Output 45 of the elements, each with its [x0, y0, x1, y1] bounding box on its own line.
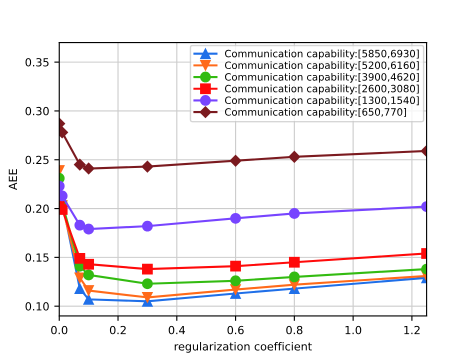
legend-label: Communication capability:[1300,1540]	[225, 96, 419, 106]
y-tick-label: 0.20	[26, 204, 49, 213]
legend-label: Communication capability:[650,770]	[225, 108, 406, 118]
legend-label: Communication capability:[5200,6160]	[225, 61, 419, 71]
point	[288, 150, 300, 163]
point	[141, 160, 154, 173]
point	[83, 224, 94, 234]
point	[288, 208, 300, 219]
y-tick-label: 0.25	[26, 156, 49, 164]
point	[74, 283, 86, 294]
x-tick-label: 0.0	[51, 326, 68, 334]
point	[142, 292, 153, 303]
x-tick-label: 1.2	[404, 326, 420, 334]
point	[74, 220, 86, 231]
legend-label: Communication capability:[2600,3080]	[225, 84, 419, 94]
legend-label: Communication capability:[5850,6930]	[225, 50, 419, 60]
point	[142, 220, 153, 232]
point	[288, 256, 300, 268]
point	[74, 158, 86, 171]
x-tick-label: 0.6	[227, 326, 244, 334]
point	[74, 272, 86, 284]
x-tick-label: 1.0	[346, 326, 362, 334]
point	[74, 252, 86, 264]
point	[142, 264, 153, 274]
x-axis-title: regularization coefficient	[174, 342, 312, 353]
point	[83, 270, 94, 280]
y-tick-label: 0.35	[26, 58, 49, 67]
y-tick-label: 0.10	[26, 302, 49, 311]
y-axis-title: AEE	[8, 169, 17, 190]
point	[142, 278, 153, 290]
y-tick-label: 0.15	[26, 253, 49, 262]
x-tick-label: 0.4	[168, 326, 186, 334]
point	[83, 294, 94, 305]
x-tick-label: 0.8	[286, 326, 302, 334]
point	[230, 260, 241, 272]
point	[230, 154, 242, 167]
point	[83, 285, 94, 296]
point	[83, 258, 94, 270]
point	[82, 162, 95, 174]
point	[230, 212, 241, 224]
point	[288, 272, 300, 282]
point	[230, 275, 241, 286]
x-tick-label: 0.2	[110, 326, 126, 334]
legend-label: Communication capability:[3900,4620]	[225, 72, 419, 83]
y-tick-label: 0.30	[26, 106, 49, 116]
